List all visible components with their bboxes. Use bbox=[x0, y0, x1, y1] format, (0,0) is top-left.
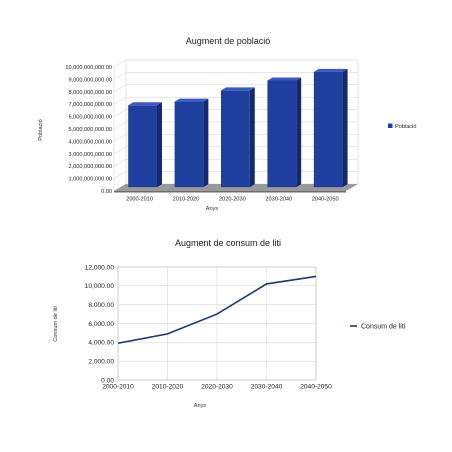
chart1-bar-side bbox=[296, 77, 302, 188]
chart2-xtick-label: 2010-2020 bbox=[152, 384, 184, 391]
chart1-ytick-label: 3,000,000,000.00 bbox=[68, 152, 112, 158]
chart2-grid bbox=[117, 266, 317, 381]
chart1-ytick-label: 7,000,000,000.00 bbox=[68, 102, 112, 108]
chart2-ytick-label: 10,000.00 bbox=[85, 283, 115, 290]
chart1-side-gridline bbox=[113, 96, 127, 105]
chart1-bar bbox=[313, 71, 343, 188]
chart1-ytick-label: 8,000,000,000.00 bbox=[68, 90, 112, 96]
chart1-xticks: 2000-2010 2010-2020 2020-2030 2030-2040 2040… bbox=[126, 197, 338, 203]
chart2-title: Augment de consum de liti bbox=[175, 238, 281, 248]
chart1-legend: Població bbox=[388, 123, 416, 130]
chart1-side-gridline bbox=[113, 134, 127, 142]
chart1-bar-side bbox=[249, 87, 255, 188]
chart2-ytick-label: 8,000.00 bbox=[88, 302, 114, 309]
chart2-ytick-label: 0.00 bbox=[101, 377, 114, 384]
chart2-legend: Consum de liti bbox=[350, 324, 406, 331]
chart1-xtick-label: 2040-2050 bbox=[312, 197, 339, 203]
chart1-ytick-label: 9,000,000,000.00 bbox=[68, 77, 112, 83]
chart1-bar-top bbox=[267, 77, 302, 81]
chart1-side-gridline bbox=[113, 171, 127, 179]
chart1-ytick-label: 1,000,000,000.00 bbox=[68, 177, 112, 183]
chart2-ylabel: Consum de liti bbox=[53, 306, 59, 341]
chart1-floor-edge bbox=[114, 191, 346, 193]
chart1-xtick-label: 2000-2010 bbox=[126, 197, 153, 203]
chart1-xtick-label: 2010-2020 bbox=[173, 197, 200, 203]
chart1-side-gridline bbox=[113, 59, 127, 68]
chart1-xtick-label: 2020-2030 bbox=[219, 197, 246, 203]
chart2-yticks: 0.00 2,000.00 4,000.00 6,000.00 8,000.00 10,0… bbox=[85, 264, 115, 384]
chart1-ytick-label: 10,000,000,000.00 bbox=[65, 65, 112, 71]
chart2-plot-frame bbox=[117, 266, 317, 381]
chart1-legend-swatch bbox=[388, 123, 393, 128]
chart2-xtick-label: 2000-2010 bbox=[102, 384, 134, 391]
chart1-title: Augment de població bbox=[186, 36, 271, 46]
chart1-ytick-label: 6,000,000,000.00 bbox=[68, 115, 112, 121]
chart1-xlabel: Anys bbox=[206, 206, 219, 212]
chart2-ytick-label: 6,000.00 bbox=[88, 321, 114, 328]
chart1-bar bbox=[221, 90, 250, 188]
population-chart: Augment de població 0.00 1,000,000,000.00… bbox=[38, 36, 416, 212]
chart2-xticks: 2000-2010 2010-2020 2020-2030 2030-2040 2040… bbox=[102, 384, 332, 391]
chart1-ytick-label: 2,000,000,000.00 bbox=[68, 164, 112, 170]
chart1-side-gridline bbox=[113, 121, 127, 130]
chart1-bar-top bbox=[221, 87, 255, 91]
chart1-side-gridline bbox=[113, 84, 127, 93]
chart1-bar-side bbox=[156, 102, 162, 188]
chart2-xlabel: Anys bbox=[194, 403, 207, 409]
chart1-bar bbox=[128, 105, 157, 188]
chart1-side-gridline bbox=[113, 72, 127, 80]
chart2-ytick-label: 12,000.00 bbox=[85, 264, 115, 271]
chart2-xtick-label: 2040-2050 bbox=[300, 384, 332, 391]
chart2-xtick-label: 2020-2030 bbox=[201, 384, 233, 391]
chart2-series-line bbox=[117, 275, 317, 345]
chart1-xtick-label: 2030-2040 bbox=[265, 197, 292, 203]
chart1-side-gridline bbox=[113, 146, 127, 155]
chart1-ytick-label: 5,000,000,000.00 bbox=[68, 127, 112, 133]
chart1-bar-top bbox=[128, 102, 162, 106]
chart1-bar-top bbox=[174, 98, 209, 102]
chart1-bar bbox=[174, 101, 204, 188]
chart1-bars bbox=[128, 68, 348, 188]
chart1-yticks: 0.00 1,000,000,000.00 2,000,000,000.00 3,00… bbox=[65, 65, 112, 195]
chart2-ytick-label: 2,000.00 bbox=[88, 358, 114, 365]
chart1-side-gridline bbox=[113, 109, 127, 117]
chart2-legend-label: Consum de liti bbox=[361, 324, 406, 331]
chart1-ylabel: Població bbox=[38, 119, 44, 140]
chart1-bar-top bbox=[313, 68, 348, 72]
chart1-bar-side bbox=[203, 98, 209, 188]
chart1-legend-label: Població bbox=[395, 124, 416, 130]
chart1-side-gridline bbox=[113, 158, 127, 167]
chart1-ytick-label: 0.00 bbox=[101, 189, 112, 195]
lithium-chart: Augment de consum de liti 0.00 2,000.00 4,… bbox=[53, 238, 406, 409]
chart1-bar-side bbox=[342, 68, 348, 188]
chart2-ytick-label: 4,000.00 bbox=[88, 340, 114, 347]
chart1-bar bbox=[267, 80, 297, 188]
chart1-ytick-label: 4,000,000,000.00 bbox=[68, 139, 112, 145]
chart2-xtick-label: 2030-2040 bbox=[251, 384, 283, 391]
